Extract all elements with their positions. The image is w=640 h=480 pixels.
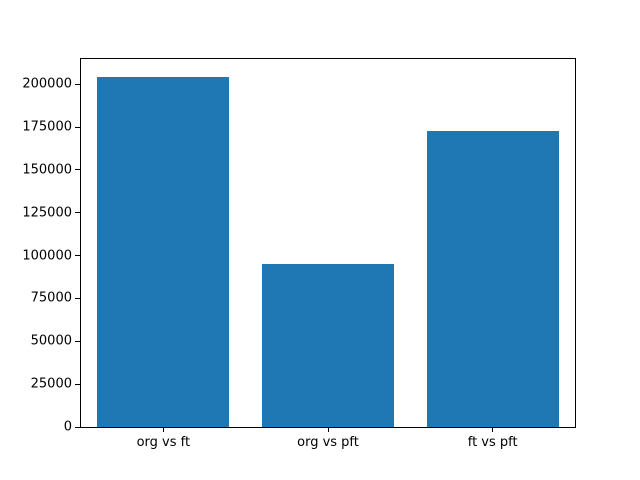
y-axis-tick-label: 100000 — [22, 248, 72, 264]
y-axis-tick-label: 50000 — [30, 333, 72, 349]
y-axis-tick-mark — [75, 426, 80, 428]
y-axis-tick-mark — [75, 297, 80, 299]
x-axis-tick-mark — [327, 427, 329, 432]
y-axis-tick-mark — [75, 340, 80, 342]
y-axis-tick-mark — [75, 255, 80, 257]
x-axis-tick-label: org vs pft — [297, 435, 359, 450]
y-axis-tick-mark — [75, 83, 80, 85]
bar-ft-vs-pft — [426, 130, 559, 427]
x-axis-tick-mark — [492, 427, 494, 432]
y-axis-tick-label: 200000 — [22, 76, 72, 92]
bar-org-vs-ft — [97, 76, 230, 427]
y-axis-tick-label: 125000 — [22, 205, 72, 221]
y-axis-tick-label: 175000 — [22, 119, 72, 135]
plot-area: 0 25000 50000 75000 100000 125000 150000 175000… — [22, 58, 576, 449]
y-axis-tick-mark — [75, 169, 80, 171]
y-axis-tick-mark — [75, 383, 80, 385]
bar-org-vs-pft — [262, 264, 394, 427]
y-axis-tick-label: 150000 — [22, 162, 72, 178]
x-axis-tick-mark — [162, 427, 164, 432]
y-axis-tick-label: 25000 — [30, 376, 72, 392]
y-axis-tick-label: 75000 — [30, 290, 72, 306]
x-axis-tick-label: org vs ft — [136, 435, 191, 450]
y-axis-tick-mark — [75, 212, 80, 214]
x-axis-tick-label: ft vs pft — [467, 435, 518, 450]
y-axis-tick-label: 0 — [63, 419, 72, 435]
y-axis-tick-mark — [75, 126, 80, 128]
